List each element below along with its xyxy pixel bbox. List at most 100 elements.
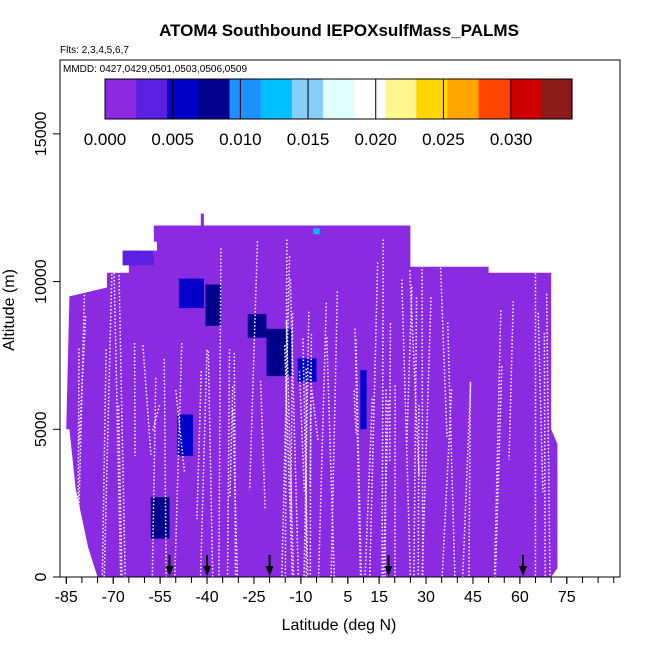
flight-track-45 bbox=[417, 405, 420, 577]
flight-track-39 bbox=[388, 323, 392, 463]
heatmap-cell-12 bbox=[313, 228, 320, 235]
arrow-head bbox=[384, 566, 393, 576]
arrow-head bbox=[165, 566, 174, 576]
heatmap-cell-6 bbox=[297, 358, 317, 383]
heatmap-cell-4 bbox=[247, 314, 267, 338]
flight-track-33 bbox=[289, 279, 300, 577]
x-tick-label-4: -25 bbox=[242, 589, 265, 606]
colorbar-swatch-0 bbox=[105, 79, 137, 119]
heatmap-cell-10 bbox=[138, 241, 157, 251]
flight-track-59 bbox=[308, 372, 319, 442]
flight-track-65 bbox=[233, 353, 237, 577]
flight-track-66 bbox=[133, 343, 136, 456]
x-axis-label: Latitude (deg N) bbox=[282, 617, 397, 634]
arrow-markers bbox=[165, 555, 528, 576]
flight-track-15 bbox=[309, 334, 313, 487]
colorbar-swatch-11 bbox=[447, 79, 480, 119]
y-tick-label-2: 10000 bbox=[33, 259, 50, 304]
heatmap-domain bbox=[66, 213, 558, 577]
flight-track-21 bbox=[77, 348, 80, 577]
arrow-marker-1 bbox=[203, 555, 212, 576]
flight-track-8 bbox=[543, 332, 546, 577]
y-tick-label-0: 0 bbox=[33, 572, 50, 581]
arrow-marker-3 bbox=[384, 555, 393, 576]
x-axis: -85 -70 -55 -40 -25 -10 5 15 30 45 60 75 bbox=[55, 577, 615, 606]
flight-track-62 bbox=[199, 349, 208, 577]
colorbar-swatch-7 bbox=[322, 79, 355, 119]
colorbar-swatch-3 bbox=[198, 79, 231, 119]
colorbar-tick-label-0: 0.000 bbox=[84, 130, 127, 149]
heatmap-cell-11 bbox=[360, 370, 367, 430]
x-tick-label-2: -55 bbox=[149, 589, 172, 606]
arrow-head bbox=[519, 566, 528, 576]
heatmap-cell-2 bbox=[178, 278, 204, 309]
flight-track-41 bbox=[409, 270, 420, 477]
colorbar-tick-label-3: 0.015 bbox=[287, 130, 330, 149]
flight-track-18 bbox=[421, 297, 432, 577]
flight-track-50 bbox=[218, 248, 222, 577]
colorbar-tick-label-1: 0.005 bbox=[151, 130, 194, 149]
flight-track-26 bbox=[461, 383, 472, 577]
colorbar-swatch-4 bbox=[229, 79, 262, 119]
flight-track-0 bbox=[303, 311, 310, 577]
x-tick-label-0: -85 bbox=[55, 589, 78, 606]
colorbar-tick-label-6: 0.030 bbox=[490, 130, 533, 149]
flight-track-22 bbox=[117, 233, 126, 577]
flight-track-27 bbox=[78, 316, 87, 446]
heatmap-cell-3 bbox=[205, 284, 222, 326]
flight-track-34 bbox=[413, 297, 418, 577]
flight-track-13 bbox=[117, 405, 123, 577]
flight-tracks bbox=[76, 233, 551, 577]
flight-track-48 bbox=[76, 238, 87, 577]
arrow-marker-0 bbox=[165, 555, 174, 576]
chart-title: ATOM4 Southbound IEPOXsulfMass_PALMS bbox=[159, 21, 519, 40]
colorbar-swatch-12 bbox=[478, 79, 511, 119]
y-tick-label-3: 15000 bbox=[33, 112, 50, 157]
arrow-marker-2 bbox=[265, 555, 274, 576]
flight-track-44 bbox=[446, 322, 456, 577]
x-tick-label-5: -10 bbox=[289, 589, 312, 606]
flights-annotation: Flts: 2,3,4,5,6,7 bbox=[60, 45, 129, 56]
heatmap-layer bbox=[66, 213, 558, 577]
colorbar-tick-label-2: 0.010 bbox=[219, 130, 262, 149]
heatmap-cell-9 bbox=[122, 250, 154, 266]
x-tick-label-6: 5 bbox=[343, 589, 352, 606]
flight-track-68 bbox=[142, 345, 152, 455]
flight-track-19 bbox=[226, 349, 231, 577]
flight-track-51 bbox=[468, 381, 472, 577]
colorbar-tick-label-4: 0.020 bbox=[354, 130, 397, 149]
heatmap-cell-1 bbox=[177, 414, 193, 456]
arrow-head bbox=[265, 566, 274, 576]
flight-track-37 bbox=[283, 345, 294, 577]
colorbar-swatch-2 bbox=[167, 79, 199, 119]
flight-track-38 bbox=[326, 337, 336, 577]
flight-track-14 bbox=[381, 239, 385, 577]
flight-track-36 bbox=[163, 358, 167, 577]
flight-track-46 bbox=[545, 293, 551, 577]
colorbar-swatch-13 bbox=[509, 79, 542, 119]
flight-track-49 bbox=[259, 380, 266, 509]
flight-track-47 bbox=[151, 377, 157, 577]
flight-track-69 bbox=[281, 256, 291, 577]
x-tick-label-10: 60 bbox=[511, 589, 529, 606]
flight-track-16 bbox=[196, 371, 202, 520]
heatmap-cell-7 bbox=[249, 229, 328, 239]
y-tick-label-1: 5000 bbox=[33, 411, 50, 447]
flight-track-60 bbox=[248, 241, 259, 491]
flight-track-64 bbox=[353, 390, 357, 434]
flight-track-25 bbox=[406, 286, 413, 443]
flight-track-23 bbox=[354, 328, 362, 577]
heatmap-cell-5 bbox=[266, 328, 292, 377]
flight-track-32 bbox=[302, 338, 309, 577]
colorbar-swatch-10 bbox=[416, 79, 449, 119]
flight-track-67 bbox=[317, 302, 328, 577]
flight-track-7 bbox=[330, 291, 339, 577]
colorbar-swatch-5 bbox=[260, 79, 293, 119]
colorbar-swatch-1 bbox=[136, 79, 168, 119]
x-tick-label-7: 15 bbox=[370, 589, 388, 606]
y-axis-label: Altitude (m) bbox=[1, 269, 18, 351]
plot-frame bbox=[59, 59, 621, 578]
arrow-head bbox=[203, 566, 212, 576]
flight-track-5 bbox=[151, 405, 161, 433]
